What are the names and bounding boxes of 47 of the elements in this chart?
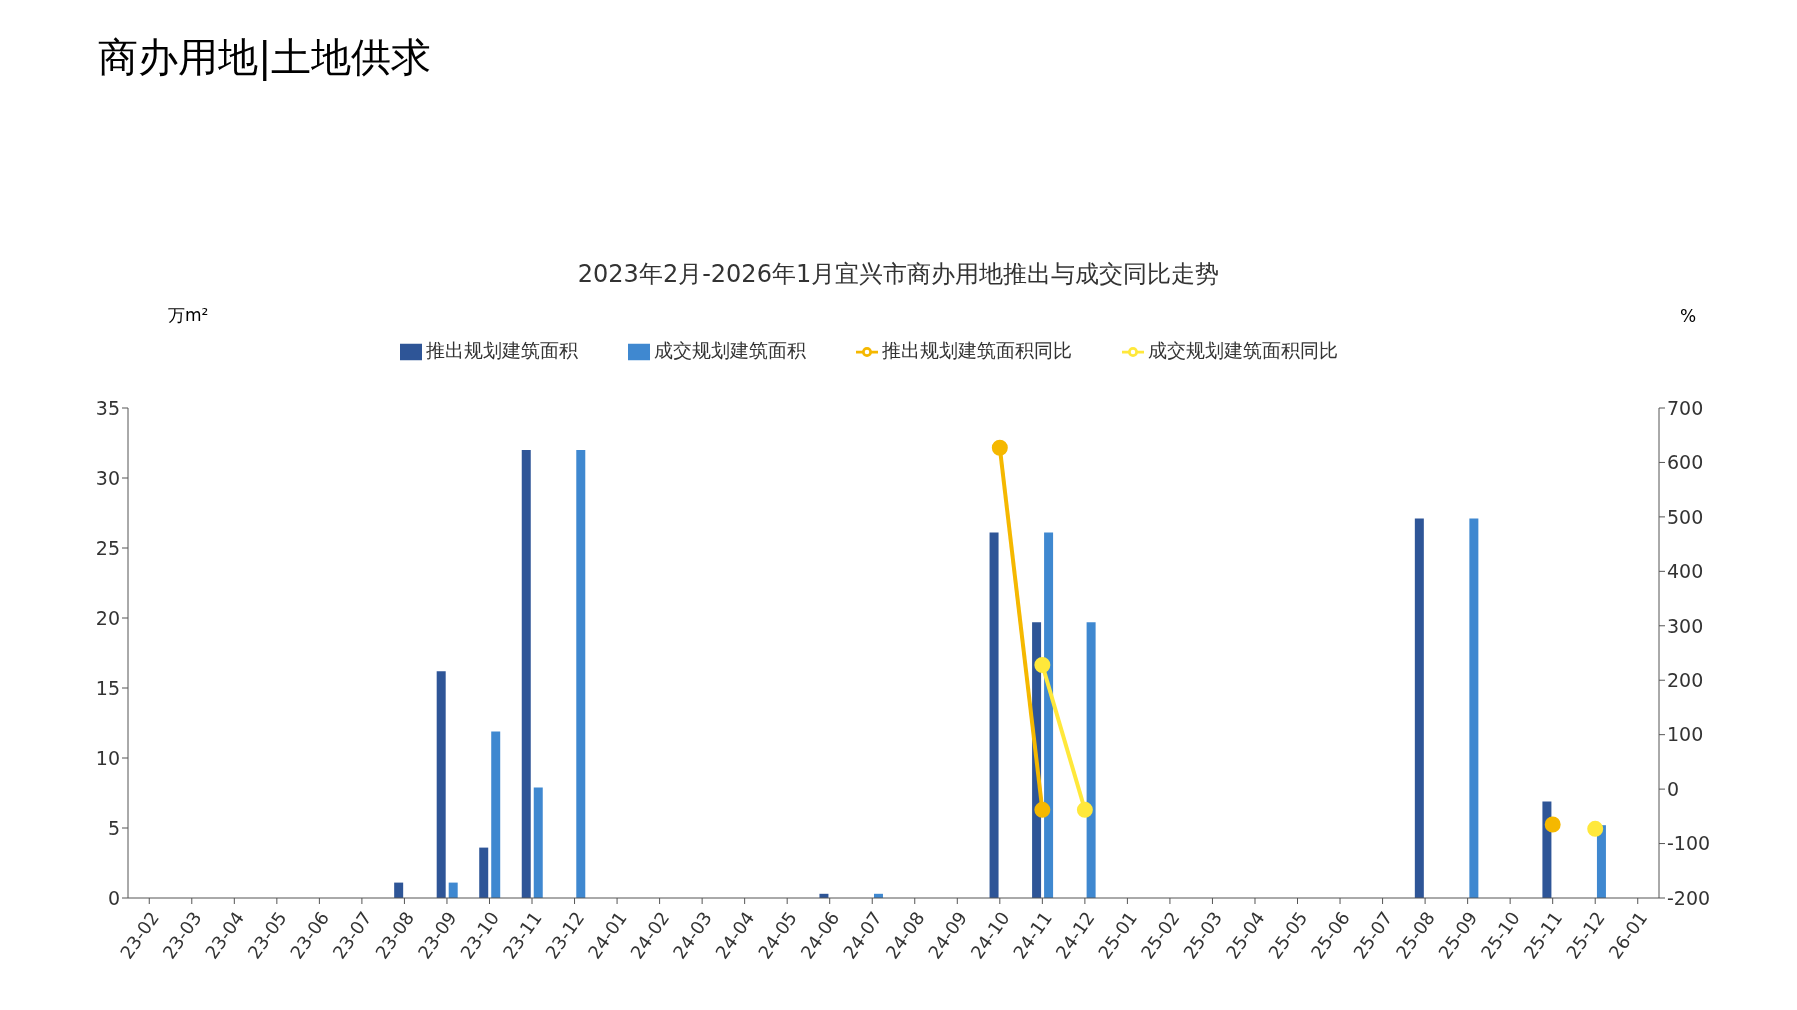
bar xyxy=(491,731,501,898)
y2-tick-label: 100 xyxy=(1667,723,1704,746)
bar xyxy=(1414,518,1424,898)
y-tick-label: 0 xyxy=(107,886,120,909)
bar xyxy=(521,450,531,898)
legend-label: 推出规划建筑面积同比 xyxy=(881,339,1072,361)
y-axis-title: 万m² xyxy=(168,304,209,327)
y2-tick-label: 300 xyxy=(1667,614,1704,637)
y-tick-label: 25 xyxy=(95,536,120,559)
y-tick-label: 5 xyxy=(107,816,120,839)
bar xyxy=(989,532,999,898)
bar xyxy=(394,882,404,898)
bar xyxy=(1044,532,1054,898)
bar xyxy=(479,847,489,898)
y-tick-label: 35 xyxy=(95,396,120,419)
point xyxy=(1034,656,1051,673)
point xyxy=(1587,820,1604,837)
point xyxy=(1544,816,1561,833)
y2-tick-label: 600 xyxy=(1667,451,1704,474)
point xyxy=(1034,801,1051,818)
y2-tick-label: 500 xyxy=(1667,505,1704,528)
bar xyxy=(1542,801,1552,898)
legend-label: 成交规划建筑面积 xyxy=(653,339,806,361)
y-tick-label: 30 xyxy=(95,466,120,489)
legend-label: 推出规划建筑面积 xyxy=(425,339,578,361)
y2-axis-title: % xyxy=(1680,306,1697,326)
chart-title: 2023年2月-2026年1月宜兴市商办用地推出与成交同比走势 xyxy=(576,259,1221,290)
bar xyxy=(576,450,586,898)
y2-tick-label: -200 xyxy=(1667,886,1711,909)
y-tick-label: 20 xyxy=(95,606,120,629)
bar xyxy=(448,882,458,898)
bar xyxy=(1596,825,1606,898)
y-tick-label: 15 xyxy=(95,676,120,699)
bar xyxy=(533,787,543,898)
legend-label: 成交规划建筑面积同比 xyxy=(1147,339,1338,361)
y2-tick-label: 0 xyxy=(1667,777,1680,800)
y2-tick-label: 200 xyxy=(1667,668,1704,691)
bar xyxy=(436,671,446,898)
chart-subtitle: 商办用地|土地供求 xyxy=(98,33,432,83)
point xyxy=(991,439,1008,456)
y2-tick-label: 700 xyxy=(1667,396,1704,419)
point xyxy=(1076,801,1093,818)
y-tick-label: 10 xyxy=(95,746,120,769)
bar xyxy=(1086,622,1096,898)
bar xyxy=(1469,518,1479,898)
y2-tick-label: -100 xyxy=(1667,832,1711,855)
y2-tick-label: 400 xyxy=(1667,560,1704,583)
